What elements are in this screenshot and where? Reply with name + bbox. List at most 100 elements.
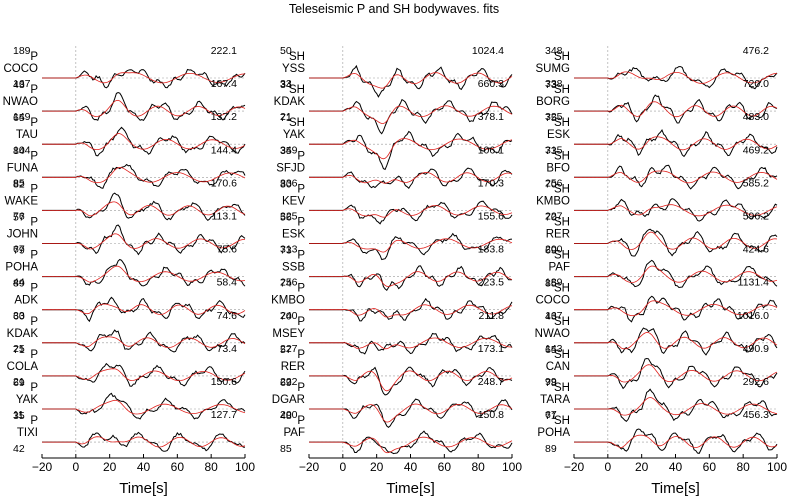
amplitude-label: 1131.4 (738, 277, 769, 289)
x-tick-label: 60 (438, 460, 452, 474)
amplitude-label: 127.7 (211, 409, 237, 421)
synthetic-waveform (42, 436, 246, 448)
x-tick-label: 20 (635, 460, 649, 474)
phase-label: SH (554, 183, 570, 195)
station-label: POHA (537, 427, 570, 439)
phase-label: SH (289, 84, 305, 96)
phase-label: P (297, 349, 305, 361)
station-label: COCO (4, 63, 39, 75)
x-tick-label: 60 (171, 460, 185, 474)
amplitude-label: 596.2 (743, 211, 769, 223)
x-tick-label: 20 (370, 460, 384, 474)
amplitude-label: 58.4 (217, 277, 238, 289)
amplitude-label: 155.6 (478, 211, 504, 223)
azimuth-label: 336 (280, 177, 298, 189)
azimuth-label: 50 (280, 45, 292, 57)
x-tick-label: 0 (72, 460, 79, 474)
amplitude-label: 211.8 (479, 310, 505, 322)
distance-label: 69 (13, 377, 25, 389)
azimuth-label: 167 (545, 310, 563, 322)
azimuth-label: 167 (13, 78, 31, 90)
synthetic-waveform (574, 204, 778, 217)
distance-label: 71 (545, 410, 557, 422)
station-label: BFO (546, 162, 570, 174)
station-label: NWAO (3, 96, 38, 108)
amplitude-label: 170.6 (211, 177, 237, 189)
amplitude-label: 170.3 (478, 177, 504, 189)
phase-label: P (297, 283, 305, 295)
phase-label: SH (289, 117, 305, 129)
phase-label: SH (554, 250, 570, 262)
distance-label: 65 (545, 344, 557, 356)
synthetic-waveform (309, 105, 513, 124)
phase-label: P (30, 117, 38, 129)
amplitude-label: 74.6 (217, 310, 238, 322)
distance-label: 70 (545, 178, 557, 190)
azimuth-label: 99 (545, 376, 557, 388)
amplitude-label: 483.0 (743, 111, 769, 123)
station-label: SSB (282, 262, 305, 274)
amplitude-label: 1016.0 (737, 310, 769, 322)
amplitude-label: 490.9 (743, 343, 769, 355)
x-tick-label: 100 (235, 460, 255, 474)
phase-label: SH (289, 51, 305, 63)
azimuth-label: 240 (280, 310, 298, 322)
synthetic-waveform (42, 303, 246, 316)
amplitude-label: 113.1 (212, 211, 238, 223)
amplitude-label: 183.8 (478, 244, 504, 256)
azimuth-label: 76 (13, 211, 25, 223)
distance-label: 34 (280, 79, 292, 91)
azimuth-label: 85 (13, 177, 25, 189)
station-label: SUMG (536, 63, 571, 75)
amplitude-label: 476.2 (743, 45, 769, 57)
phase-label: P (297, 183, 305, 195)
station-label: POHA (5, 262, 38, 274)
synthetic-waveform (309, 205, 513, 218)
distance-label: 65 (13, 112, 25, 124)
distance-label: 57 (280, 344, 292, 356)
synthetic-waveform (574, 265, 778, 284)
phase-label: SH (554, 150, 570, 162)
distance-label: 42 (13, 443, 25, 455)
x-axis-label: Time[s] (119, 480, 168, 497)
synthetic-waveform (574, 231, 778, 250)
azimuth-label: 256 (280, 277, 298, 289)
station-label: KDAK (274, 96, 306, 108)
phase-label: P (297, 382, 305, 394)
azimuth-label: 325 (280, 211, 298, 223)
station-label: DGAR (272, 394, 305, 406)
station-label: CAN (546, 361, 570, 373)
x-axis-label: Time[s] (651, 480, 700, 497)
azimuth-label: 338 (545, 78, 563, 90)
phase-label: P (30, 250, 38, 262)
phase-label: P (30, 217, 38, 229)
amplitude-label: 456.3 (743, 409, 769, 421)
amplitude-label: 75.6 (217, 244, 238, 256)
amplitude-label: 378.1 (478, 111, 504, 123)
station-label: RER (546, 229, 570, 241)
synthetic-waveform (309, 337, 512, 350)
station-label: TARA (540, 394, 570, 406)
azimuth-label: 33 (13, 310, 25, 322)
amplitude-label: 73.4 (217, 343, 238, 355)
phase-label: P (30, 415, 38, 427)
distance-label: 84 (13, 145, 25, 157)
phase-label: SH (554, 51, 570, 63)
synthetic-waveform (574, 170, 778, 184)
station-label: SFJD (276, 162, 305, 174)
station-label: KEV (282, 195, 305, 207)
phase-label: SH (554, 283, 570, 295)
azimuth-label: 227 (545, 211, 563, 223)
panel-2: SHYSS50341024.4SHKDAK3371660.3SHYAK21353… (271, 45, 522, 497)
distance-label: 82 (13, 178, 25, 190)
x-tick-label: −20 (564, 460, 585, 474)
azimuth-label: 67 (13, 244, 25, 256)
phase-label: P (30, 150, 38, 162)
azimuth-label: 189 (13, 45, 31, 57)
distance-label: 43 (13, 79, 25, 91)
phase-label: SH (554, 117, 570, 129)
distance-label: 73 (280, 245, 292, 257)
synthetic-waveform (574, 364, 778, 383)
distance-label: 89 (545, 443, 557, 455)
